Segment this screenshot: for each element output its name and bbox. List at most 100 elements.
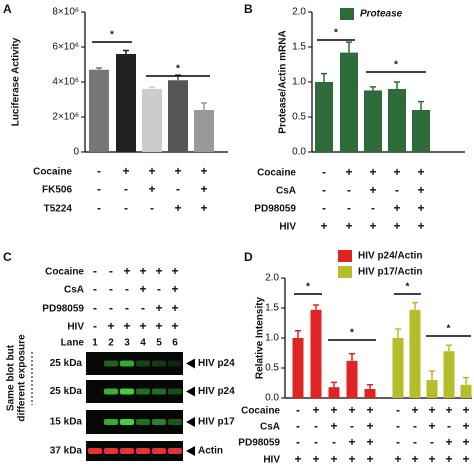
condition-sign: +: [393, 165, 400, 179]
band-arrow: [186, 446, 195, 456]
condition-sign: +: [462, 452, 469, 466]
condition-sign: +: [171, 282, 178, 296]
condition-sign: +: [348, 403, 355, 417]
condition-label: T5224: [44, 204, 73, 215]
condition-sign: +: [200, 182, 207, 196]
bar: [89, 69, 109, 152]
blot-band: [120, 360, 134, 367]
condition-sign: -: [413, 435, 417, 449]
condition-label: Cocaine: [45, 267, 84, 278]
condition-sign: -: [150, 201, 154, 215]
condition-label: FK506: [42, 185, 72, 196]
condition-sign: +: [171, 301, 178, 315]
condition-sign: +: [411, 403, 418, 417]
condition-sign: -: [124, 182, 128, 196]
blot-band: [152, 448, 166, 454]
condition-sign: +: [200, 201, 207, 215]
condition-sign: -: [97, 201, 101, 215]
exposure-note: Same blot but: [6, 344, 17, 411]
y-tick-label: 1.0: [292, 77, 306, 88]
condition-sign: -: [97, 164, 101, 178]
condition-sign: +: [148, 164, 155, 178]
condition-sign: +: [174, 201, 181, 215]
blot-band: [104, 419, 118, 425]
condition-sign: -: [109, 282, 113, 296]
condition-sign: +: [417, 201, 424, 215]
condition-sign: +: [462, 403, 469, 417]
y-tick-label: 1.0: [265, 333, 279, 344]
y-tick-label: 4×10⁶: [52, 77, 79, 88]
band-label: HIV p24: [198, 386, 235, 397]
band-arrow: [186, 358, 195, 369]
condition-sign: -: [125, 282, 129, 296]
panel-label: A: [3, 2, 12, 16]
condition-sign: +: [330, 452, 337, 466]
condition-sign: +: [445, 452, 452, 466]
blot-band: [120, 388, 134, 395]
condition-sign: +: [366, 452, 373, 466]
band-arrow: [186, 417, 195, 427]
error-bar: [412, 301, 418, 310]
condition-sign: +: [417, 165, 424, 179]
blot-band: [136, 419, 150, 425]
condition-sign: -: [124, 201, 128, 215]
significance-star: *: [176, 64, 180, 75]
band-size: 25 kDa: [50, 386, 83, 397]
condition-sign: +: [393, 219, 400, 233]
error-bar: [295, 330, 301, 338]
significance-star: *: [110, 30, 114, 41]
lane-number: 5: [156, 338, 162, 349]
condition-sign: +: [155, 264, 162, 278]
condition-sign: +: [462, 435, 469, 449]
condition-sign: +: [417, 183, 424, 197]
condition-sign: -: [396, 435, 400, 449]
condition-sign: +: [294, 452, 301, 466]
error-bar: [370, 86, 376, 91]
condition-sign: +: [393, 201, 400, 215]
bar: [364, 90, 382, 152]
blot-image: [86, 441, 183, 461]
band-label: HIV p24: [198, 358, 235, 369]
condition-sign: -: [109, 301, 113, 315]
blot-band: [152, 388, 166, 395]
condition-sign: +: [122, 164, 129, 178]
bar: [310, 309, 322, 398]
bar: [168, 80, 188, 152]
condition-sign: +: [417, 219, 424, 233]
blot-band: [152, 360, 166, 367]
condition-sign: +: [345, 165, 352, 179]
condition-sign: -: [93, 319, 97, 333]
bar: [315, 82, 333, 152]
blot-band: [120, 419, 134, 425]
legend-swatch: [338, 250, 352, 262]
blot-band: [104, 360, 118, 367]
lane-number: 1: [92, 338, 98, 349]
condition-sign: -: [322, 183, 326, 197]
y-tick-label: 0.5: [265, 363, 279, 374]
blot-band: [152, 419, 166, 425]
condition-sign: -: [395, 183, 399, 197]
blot-band: [168, 419, 182, 425]
condition-sign: +: [139, 319, 146, 333]
condition-sign: +: [411, 452, 418, 466]
condition-sign: +: [107, 319, 114, 333]
bar: [412, 110, 430, 152]
bar: [340, 52, 358, 152]
condition-sign: +: [369, 183, 376, 197]
condition-sign: +: [394, 452, 401, 466]
condition-label: PD98059: [238, 438, 280, 449]
bar: [388, 89, 406, 152]
condition-sign: +: [123, 264, 130, 278]
bar: [443, 351, 455, 398]
y-tick-label: 0: [73, 147, 79, 158]
condition-sign: +: [366, 435, 373, 449]
error-bar: [321, 72, 327, 82]
condition-label: Cocaine: [241, 406, 280, 417]
condition-sign: -: [157, 282, 161, 296]
blot-band: [168, 388, 182, 395]
band-arrow: [186, 386, 195, 397]
condition-sign: +: [445, 435, 452, 449]
condition-sign: -: [371, 201, 375, 215]
error-bar: [346, 41, 352, 53]
